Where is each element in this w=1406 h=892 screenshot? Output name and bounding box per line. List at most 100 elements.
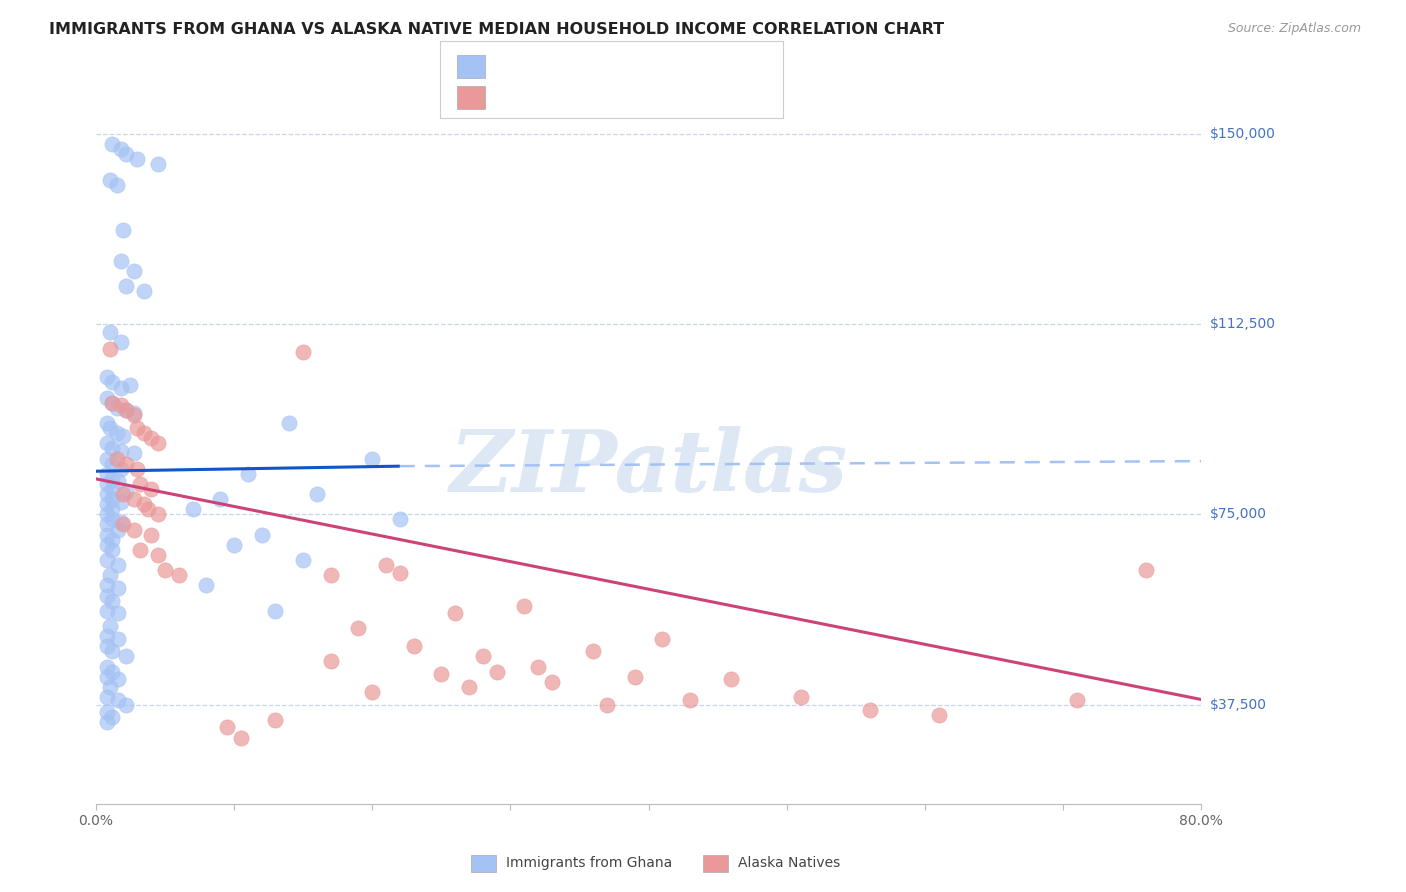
Text: ZIPatlas: ZIPatlas bbox=[450, 425, 848, 509]
Point bbox=[229, 731, 252, 745]
Point bbox=[96, 553, 118, 567]
Point bbox=[96, 604, 118, 618]
Point bbox=[129, 542, 152, 557]
Point bbox=[107, 607, 129, 621]
Point bbox=[105, 426, 128, 441]
Point bbox=[215, 720, 238, 734]
Point bbox=[101, 512, 124, 526]
Point bbox=[105, 401, 128, 415]
Point bbox=[107, 558, 129, 573]
Point bbox=[127, 461, 149, 475]
Point bbox=[278, 416, 301, 430]
Point bbox=[98, 172, 121, 186]
Point bbox=[134, 426, 156, 441]
Point bbox=[105, 451, 128, 466]
Point bbox=[101, 542, 124, 557]
Point bbox=[96, 705, 118, 719]
Text: -0.266: -0.266 bbox=[541, 90, 591, 104]
Point bbox=[146, 548, 169, 562]
Point bbox=[134, 497, 156, 511]
Point bbox=[361, 685, 384, 699]
Point bbox=[139, 482, 162, 496]
Point bbox=[153, 563, 176, 577]
Point bbox=[124, 406, 146, 420]
Point bbox=[1135, 563, 1157, 577]
Point bbox=[110, 334, 132, 349]
Text: 95: 95 bbox=[647, 60, 666, 74]
Point bbox=[127, 421, 149, 435]
Point bbox=[430, 667, 453, 681]
Point bbox=[110, 142, 132, 156]
Point bbox=[96, 508, 118, 522]
Point bbox=[101, 136, 124, 151]
Point bbox=[264, 604, 287, 618]
Point bbox=[1066, 692, 1088, 706]
Point bbox=[105, 178, 128, 192]
Point bbox=[305, 487, 328, 501]
Text: IMMIGRANTS FROM GHANA VS ALASKA NATIVE MEDIAN HOUSEHOLD INCOME CORRELATION CHART: IMMIGRANTS FROM GHANA VS ALASKA NATIVE M… bbox=[49, 22, 945, 37]
Text: Immigrants from Ghana: Immigrants from Ghana bbox=[506, 856, 672, 871]
Point bbox=[115, 403, 138, 417]
Point bbox=[96, 639, 118, 653]
Point bbox=[101, 472, 124, 486]
Point bbox=[388, 512, 411, 526]
Point bbox=[292, 553, 315, 567]
Point bbox=[124, 523, 146, 537]
Point bbox=[107, 692, 129, 706]
Point bbox=[110, 398, 132, 412]
Point bbox=[292, 345, 315, 359]
Point bbox=[651, 632, 673, 646]
Point bbox=[107, 581, 129, 595]
Point bbox=[127, 153, 149, 167]
Point bbox=[96, 527, 118, 541]
Point bbox=[124, 446, 146, 460]
Point bbox=[124, 492, 146, 507]
Text: 0.005: 0.005 bbox=[541, 60, 585, 74]
Text: Source: ZipAtlas.com: Source: ZipAtlas.com bbox=[1227, 22, 1361, 36]
Point bbox=[96, 436, 118, 450]
Point bbox=[107, 632, 129, 646]
Point bbox=[96, 370, 118, 384]
Point bbox=[250, 527, 273, 541]
Point bbox=[101, 710, 124, 724]
Text: N =: N = bbox=[609, 90, 640, 104]
Point bbox=[859, 703, 882, 717]
Point bbox=[107, 475, 129, 489]
Text: 54: 54 bbox=[647, 90, 666, 104]
Point bbox=[96, 517, 118, 532]
Point bbox=[96, 629, 118, 643]
Point bbox=[101, 593, 124, 607]
Text: R =: R = bbox=[499, 60, 529, 74]
Point bbox=[96, 497, 118, 511]
Point bbox=[319, 655, 342, 669]
Point bbox=[527, 659, 550, 673]
Point bbox=[98, 325, 121, 339]
Point bbox=[458, 680, 481, 694]
Text: $112,500: $112,500 bbox=[1209, 317, 1275, 331]
Point bbox=[115, 649, 138, 664]
Point bbox=[471, 649, 494, 664]
Point bbox=[110, 253, 132, 268]
Point bbox=[596, 698, 619, 712]
Point bbox=[375, 558, 398, 573]
Point bbox=[222, 538, 245, 552]
Point bbox=[146, 157, 169, 171]
Point bbox=[236, 467, 259, 481]
Point bbox=[115, 698, 138, 712]
Point bbox=[402, 639, 425, 653]
Point bbox=[146, 436, 169, 450]
Point bbox=[136, 502, 159, 516]
Point bbox=[96, 578, 118, 592]
Point bbox=[444, 607, 467, 621]
Text: Alaska Natives: Alaska Natives bbox=[738, 856, 841, 871]
Point bbox=[101, 492, 124, 507]
Point bbox=[115, 147, 138, 161]
Point bbox=[388, 566, 411, 580]
Point bbox=[115, 403, 138, 417]
Point bbox=[101, 665, 124, 679]
Point bbox=[485, 665, 508, 679]
Point bbox=[96, 487, 118, 501]
Point bbox=[96, 589, 118, 603]
Point bbox=[96, 690, 118, 704]
Point bbox=[98, 568, 121, 582]
